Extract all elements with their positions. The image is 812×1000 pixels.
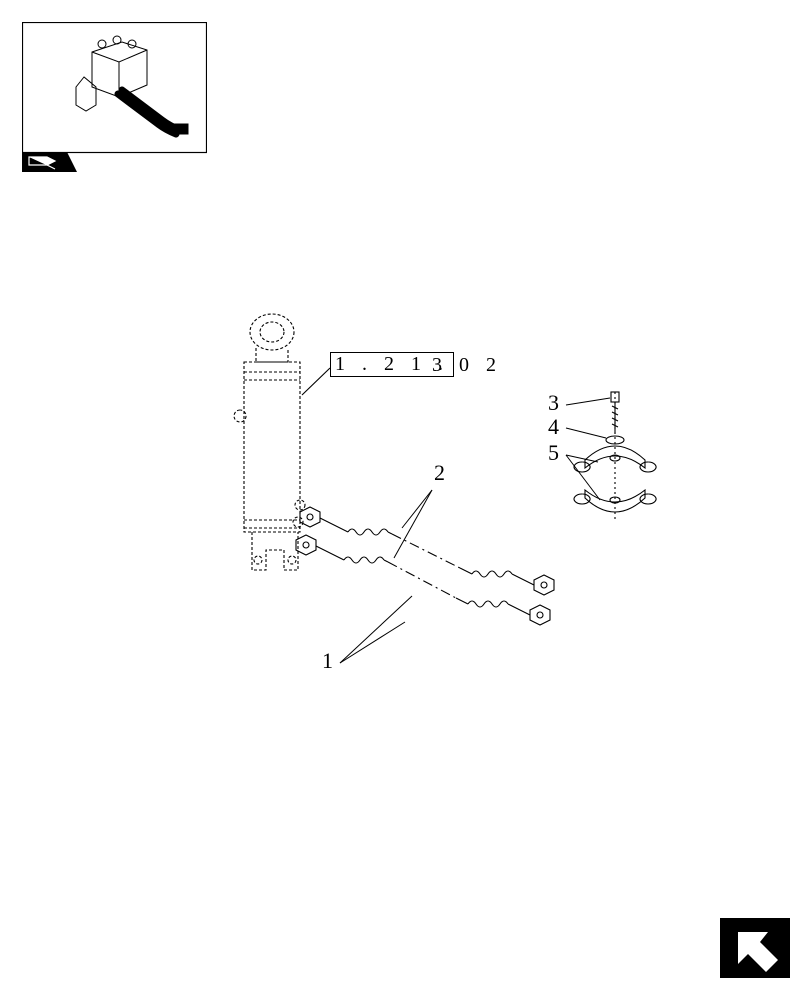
callout-1: 1 [322,648,333,674]
hose-lower-left [296,535,388,563]
clamp-assembly [574,392,656,520]
nav-arrow-icon[interactable] [720,918,790,978]
callout-5: 5 [548,440,559,466]
callout-3: 3 [548,390,559,416]
main-diagram [0,0,812,1000]
hose-upper-left [300,507,392,535]
hose-upper-right [460,568,554,595]
cylinder [234,314,305,570]
hose-lower-right [456,598,550,625]
callout-2: 2 [434,460,445,486]
callout-4: 4 [548,414,559,440]
